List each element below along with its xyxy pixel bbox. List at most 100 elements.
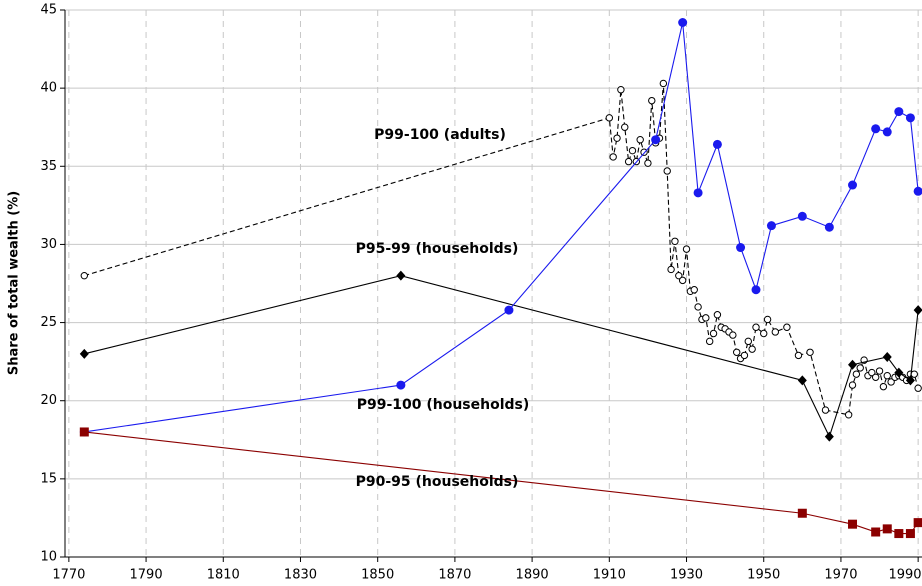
- point: [848, 381, 857, 389]
- point: [763, 315, 772, 324]
- point: [905, 375, 915, 386]
- point: [605, 114, 614, 122]
- point: [705, 337, 714, 346]
- point: [856, 364, 864, 372]
- y-tick-label: 20: [40, 393, 57, 408]
- point: [894, 529, 904, 539]
- point: [824, 222, 834, 232]
- x-tick-label: 1990: [888, 568, 921, 583]
- series-annotation: P99-100 (adults): [374, 127, 506, 143]
- point: [848, 359, 858, 370]
- point: [709, 329, 718, 338]
- point: [651, 135, 661, 145]
- point: [675, 271, 683, 280]
- point: [751, 285, 761, 295]
- y-tick-label: 10: [40, 550, 57, 565]
- y-axis-label: Share of total wealth (%): [7, 191, 22, 375]
- x-tick-label: 1850: [361, 568, 394, 583]
- point: [648, 96, 656, 105]
- y-tick-label: 25: [40, 315, 57, 330]
- y-tick-label: 45: [40, 3, 57, 18]
- point: [766, 221, 776, 231]
- point: [875, 367, 884, 375]
- point: [797, 508, 807, 518]
- point: [894, 367, 904, 378]
- point: [79, 348, 89, 359]
- point: [80, 271, 89, 280]
- y-tick-label: 15: [40, 471, 57, 486]
- point: [882, 524, 892, 534]
- x-tick-label: 1790: [130, 568, 163, 583]
- series-annotation: P99-100 (households): [357, 397, 530, 413]
- point: [729, 331, 737, 339]
- point: [678, 18, 688, 28]
- x-tick-label: 1950: [747, 568, 780, 583]
- x-tick-label: 1930: [670, 568, 703, 583]
- y-tick-label: 40: [40, 81, 57, 96]
- point: [609, 153, 617, 161]
- y-tick-label: 35: [40, 159, 57, 174]
- point: [396, 270, 406, 281]
- point: [79, 427, 89, 437]
- x-tick-label: 1870: [438, 568, 471, 583]
- x-tick-label: 1770: [52, 568, 85, 583]
- x-tick-label: 1890: [516, 568, 549, 583]
- point: [848, 519, 858, 529]
- point: [752, 323, 760, 331]
- point: [712, 139, 722, 149]
- point: [396, 380, 406, 390]
- point: [613, 134, 621, 142]
- point: [794, 351, 803, 360]
- point: [868, 368, 876, 377]
- point: [667, 265, 675, 274]
- point: [740, 351, 749, 360]
- point: [887, 378, 895, 386]
- point: [702, 314, 710, 322]
- x-tick-label: 1910: [593, 568, 626, 583]
- point: [733, 348, 741, 356]
- point: [748, 345, 756, 353]
- point: [713, 311, 722, 319]
- point: [797, 375, 807, 386]
- point: [736, 243, 746, 253]
- point: [914, 384, 922, 392]
- point: [744, 337, 752, 346]
- x-tick-label: 1970: [824, 568, 857, 583]
- point: [905, 113, 915, 123]
- x-tick-label: 1830: [284, 568, 317, 583]
- y-tick-label: 30: [40, 237, 57, 252]
- point: [910, 370, 918, 378]
- point: [913, 518, 922, 528]
- point: [913, 305, 922, 316]
- point: [797, 211, 807, 221]
- point: [663, 167, 671, 175]
- point: [644, 159, 652, 167]
- point: [678, 276, 687, 285]
- point: [894, 107, 904, 117]
- point: [671, 237, 679, 246]
- point: [617, 86, 625, 94]
- point: [694, 303, 702, 311]
- point: [783, 323, 791, 331]
- point: [871, 527, 881, 537]
- point: [760, 329, 768, 338]
- point: [882, 351, 892, 362]
- series-annotation: P95-99 (households): [356, 241, 519, 257]
- point: [504, 305, 514, 315]
- point: [905, 529, 915, 539]
- point: [624, 157, 633, 166]
- point: [771, 328, 780, 336]
- point: [628, 146, 637, 155]
- point: [844, 411, 853, 419]
- point: [621, 123, 629, 131]
- point: [693, 188, 703, 198]
- point: [682, 245, 691, 253]
- point: [690, 286, 698, 294]
- point: [848, 180, 858, 190]
- point: [824, 431, 834, 442]
- point: [879, 382, 888, 391]
- point: [659, 79, 668, 88]
- point: [871, 124, 881, 134]
- point: [852, 370, 861, 378]
